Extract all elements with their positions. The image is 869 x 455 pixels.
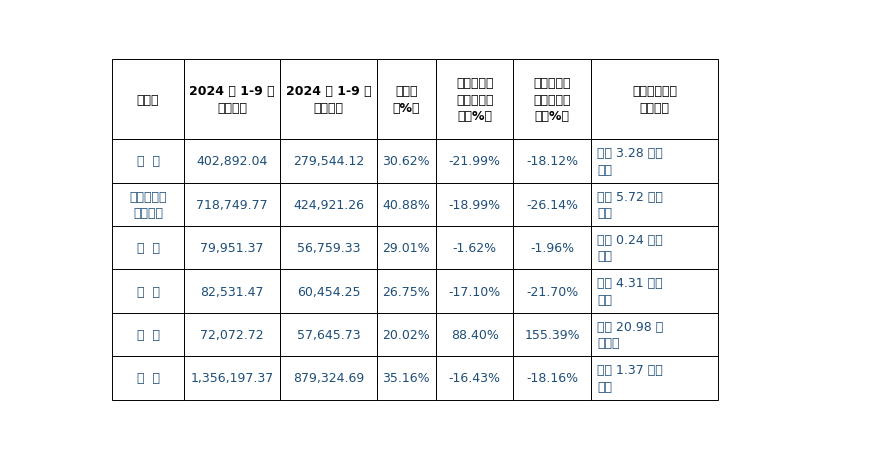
Text: -18.16%: -18.16% <box>526 372 578 384</box>
Bar <box>112 183 184 227</box>
Text: 增加 0.24 个百
分点: 增加 0.24 个百 分点 <box>597 233 663 263</box>
Bar <box>514 140 591 183</box>
Bar <box>376 227 436 270</box>
Bar <box>591 270 718 313</box>
Bar <box>436 227 514 270</box>
Text: 879,324.69: 879,324.69 <box>293 372 364 384</box>
Bar <box>184 227 281 270</box>
Text: 木  门: 木 门 <box>136 285 160 298</box>
Text: -17.10%: -17.10% <box>448 285 501 298</box>
Text: -18.99%: -18.99% <box>448 198 501 212</box>
Bar <box>514 183 591 227</box>
Text: -26.14%: -26.14% <box>526 198 578 212</box>
Bar <box>281 183 376 227</box>
Bar <box>591 140 718 183</box>
Text: 29.01%: 29.01% <box>382 242 430 255</box>
Bar <box>281 60 376 140</box>
Bar <box>281 270 376 313</box>
Text: 79,951.37: 79,951.37 <box>201 242 264 255</box>
Bar <box>376 183 436 227</box>
Text: 26.75%: 26.75% <box>382 285 430 298</box>
Bar <box>514 227 591 270</box>
Text: 72,072.72: 72,072.72 <box>201 328 264 341</box>
Bar <box>281 356 376 399</box>
Bar <box>591 227 718 270</box>
Bar <box>281 313 376 356</box>
Text: 卫  浴: 卫 浴 <box>136 242 160 255</box>
Text: -1.96%: -1.96% <box>530 242 574 255</box>
Bar <box>436 140 514 183</box>
Bar <box>112 313 184 356</box>
Bar <box>184 270 281 313</box>
Bar <box>376 140 436 183</box>
Bar <box>112 356 184 399</box>
Bar <box>436 183 514 227</box>
Bar <box>591 60 718 140</box>
Bar <box>184 313 281 356</box>
Text: 30.62%: 30.62% <box>382 155 430 168</box>
Bar <box>436 356 514 399</box>
Text: 1,356,197.37: 1,356,197.37 <box>190 372 274 384</box>
Text: -16.43%: -16.43% <box>448 372 501 384</box>
Bar <box>591 183 718 227</box>
Text: 其  他: 其 他 <box>136 328 160 341</box>
Text: 增加 4.31 个百
分点: 增加 4.31 个百 分点 <box>597 277 663 306</box>
Text: 20.02%: 20.02% <box>382 328 430 341</box>
Text: -21.70%: -21.70% <box>526 285 578 298</box>
Text: 88.40%: 88.40% <box>451 328 499 341</box>
Bar <box>591 356 718 399</box>
Text: 衣柜及配套
家具产品: 衣柜及配套 家具产品 <box>129 190 167 220</box>
Bar <box>112 227 184 270</box>
Text: 57,645.73: 57,645.73 <box>296 328 361 341</box>
Text: 2024 年 1-9 月
营业成本: 2024 年 1-9 月 营业成本 <box>286 85 371 115</box>
Bar <box>281 140 376 183</box>
Bar <box>281 227 376 270</box>
Text: 60,454.25: 60,454.25 <box>297 285 361 298</box>
Bar <box>376 313 436 356</box>
Text: 减少 3.28 个百
分点: 减少 3.28 个百 分点 <box>597 147 663 177</box>
Bar <box>514 270 591 313</box>
Text: 橱  柜: 橱 柜 <box>136 155 160 168</box>
Bar <box>376 60 436 140</box>
Text: -21.99%: -21.99% <box>448 155 501 168</box>
Bar <box>112 60 184 140</box>
Bar <box>436 270 514 313</box>
Text: 营业收入比
上年同期增
减（%）: 营业收入比 上年同期增 减（%） <box>456 77 494 123</box>
Bar <box>514 313 591 356</box>
Text: 增加 1.37 个百
分点: 增加 1.37 个百 分点 <box>597 364 663 393</box>
Text: 402,892.04: 402,892.04 <box>196 155 268 168</box>
Text: 718,749.77: 718,749.77 <box>196 198 268 212</box>
Text: 分产品: 分产品 <box>136 93 159 106</box>
Bar <box>591 313 718 356</box>
Text: 35.16%: 35.16% <box>382 372 430 384</box>
Bar <box>376 356 436 399</box>
Text: 279,544.12: 279,544.12 <box>293 155 364 168</box>
Bar <box>184 356 281 399</box>
Text: -1.62%: -1.62% <box>453 242 497 255</box>
Text: 2024 年 1-9 月
营业收入: 2024 年 1-9 月 营业收入 <box>189 85 275 115</box>
Text: -18.12%: -18.12% <box>526 155 578 168</box>
Bar <box>184 60 281 140</box>
Text: 155.39%: 155.39% <box>524 328 580 341</box>
Text: 减少 20.98 个
百分点: 减少 20.98 个 百分点 <box>597 320 663 349</box>
Text: 424,921.26: 424,921.26 <box>293 198 364 212</box>
Text: 增加 5.72 个百
分点: 增加 5.72 个百 分点 <box>597 190 663 220</box>
Bar <box>436 60 514 140</box>
Bar <box>376 270 436 313</box>
Bar <box>436 313 514 356</box>
Text: 合  计: 合 计 <box>136 372 160 384</box>
Text: 营业成本比
上年同期增
减（%）: 营业成本比 上年同期增 减（%） <box>534 77 571 123</box>
Text: 56,759.33: 56,759.33 <box>297 242 361 255</box>
Text: 毛利率比上年
同期增减: 毛利率比上年 同期增减 <box>632 85 677 115</box>
Bar <box>184 140 281 183</box>
Text: 40.88%: 40.88% <box>382 198 430 212</box>
Text: 毛利率
（%）: 毛利率 （%） <box>393 85 420 115</box>
Bar <box>112 270 184 313</box>
Bar <box>184 183 281 227</box>
Bar <box>514 60 591 140</box>
Bar <box>514 356 591 399</box>
Text: 82,531.47: 82,531.47 <box>201 285 264 298</box>
Bar <box>112 140 184 183</box>
